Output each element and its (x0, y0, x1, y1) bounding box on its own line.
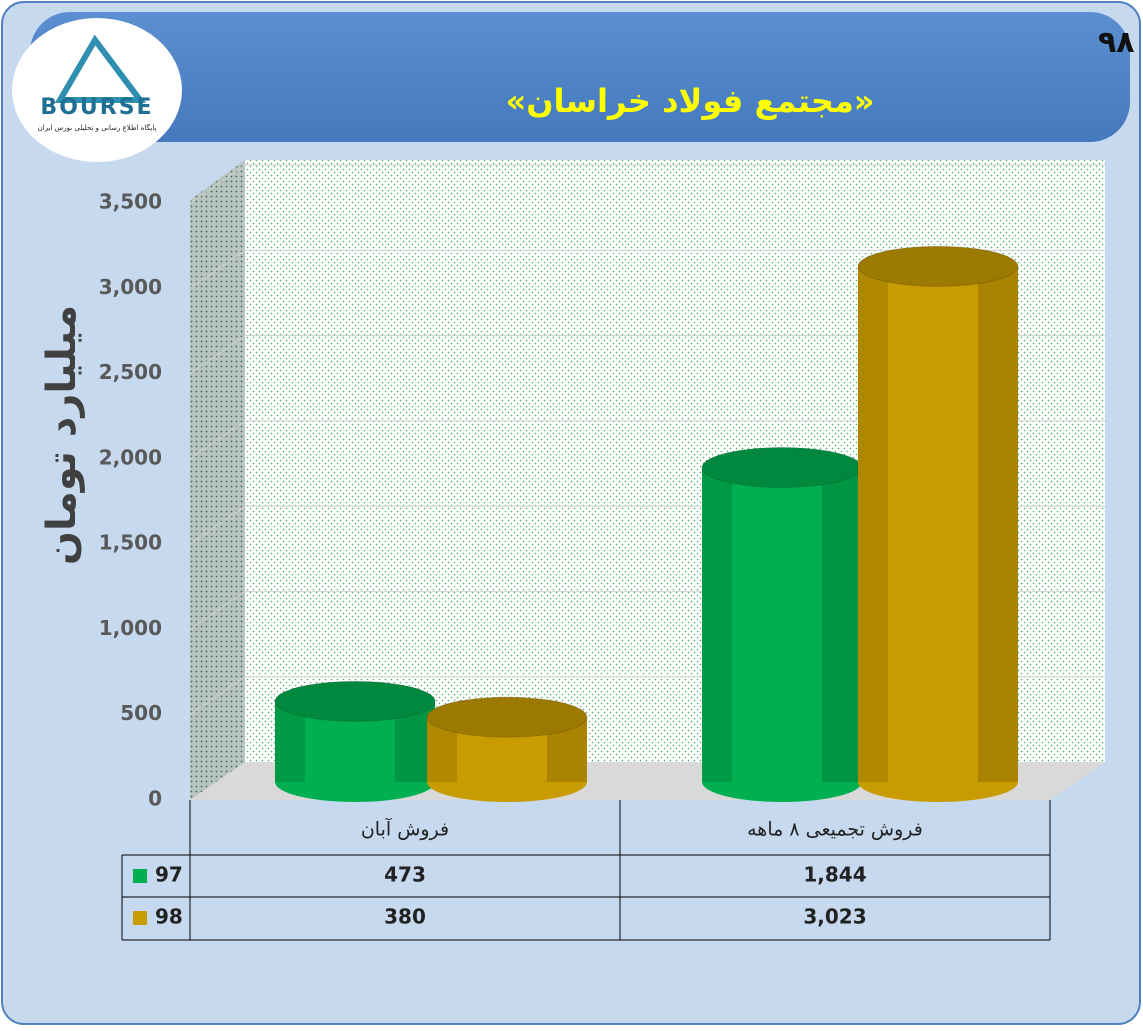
legend-label: 98 (155, 905, 183, 929)
logo-shape (54, 34, 146, 103)
value-label: 380 (384, 905, 426, 929)
side-wall (190, 160, 245, 800)
y-tick-label: 3,500 (99, 190, 162, 214)
grid-line (189, 676, 246, 716)
bar (858, 266, 1018, 783)
legend-label: 97 (155, 863, 183, 887)
chart-title: گزارش فروش ریالی ماهانه و ۸ ماهه منتهی ب… (1098, 23, 1143, 60)
bar-cap-shade (858, 246, 1018, 287)
y-tick-label: 3,000 (99, 275, 162, 299)
bar-shade (978, 266, 1018, 783)
logo-bg (12, 18, 182, 162)
grid-line (189, 249, 246, 289)
bar-cap-shade (275, 681, 435, 722)
title-band (30, 12, 1130, 142)
grid-line (189, 335, 246, 374)
bar-cap (426, 696, 588, 738)
grid-line (189, 164, 246, 204)
bar-cap-shade (427, 697, 587, 738)
logo-text: BOURSE (40, 95, 153, 120)
grid-line (189, 505, 246, 545)
x-tick-label: فروش آبان (361, 817, 449, 841)
bar-shade (822, 467, 862, 782)
y-tick-label: 0 (148, 787, 162, 811)
chart-subtitle: «مجتمع فولاد خراسان» (506, 82, 875, 120)
logo-caption: پایگاه اطلاع رسانی و تحلیلی بورس ایران (38, 123, 157, 132)
grid-line (189, 420, 246, 460)
bar-shade (702, 467, 732, 782)
bar-cap (274, 680, 436, 722)
y-axis-label: میلیارد تومان (39, 305, 85, 565)
y-tick-label: 1,500 (99, 531, 162, 555)
legend-swatch (133, 869, 147, 883)
bar-cap-shade (702, 447, 862, 488)
legend-swatch (133, 911, 147, 925)
y-tick-label: 500 (120, 701, 162, 725)
bar-shade (858, 266, 888, 783)
grid-line (189, 591, 246, 630)
y-tick-label: 2,500 (99, 360, 162, 384)
y-tick-label: 2,000 (99, 445, 162, 469)
value-label: 3,023 (803, 905, 866, 929)
bar (702, 467, 862, 782)
value-label: 1,844 (803, 863, 866, 887)
x-tick-label: فروش تجمیعی ۸ ماهه (747, 819, 923, 841)
y-tick-label: 1,000 (99, 616, 162, 640)
bar-cap (857, 245, 1019, 287)
value-label: 473 (384, 863, 426, 887)
